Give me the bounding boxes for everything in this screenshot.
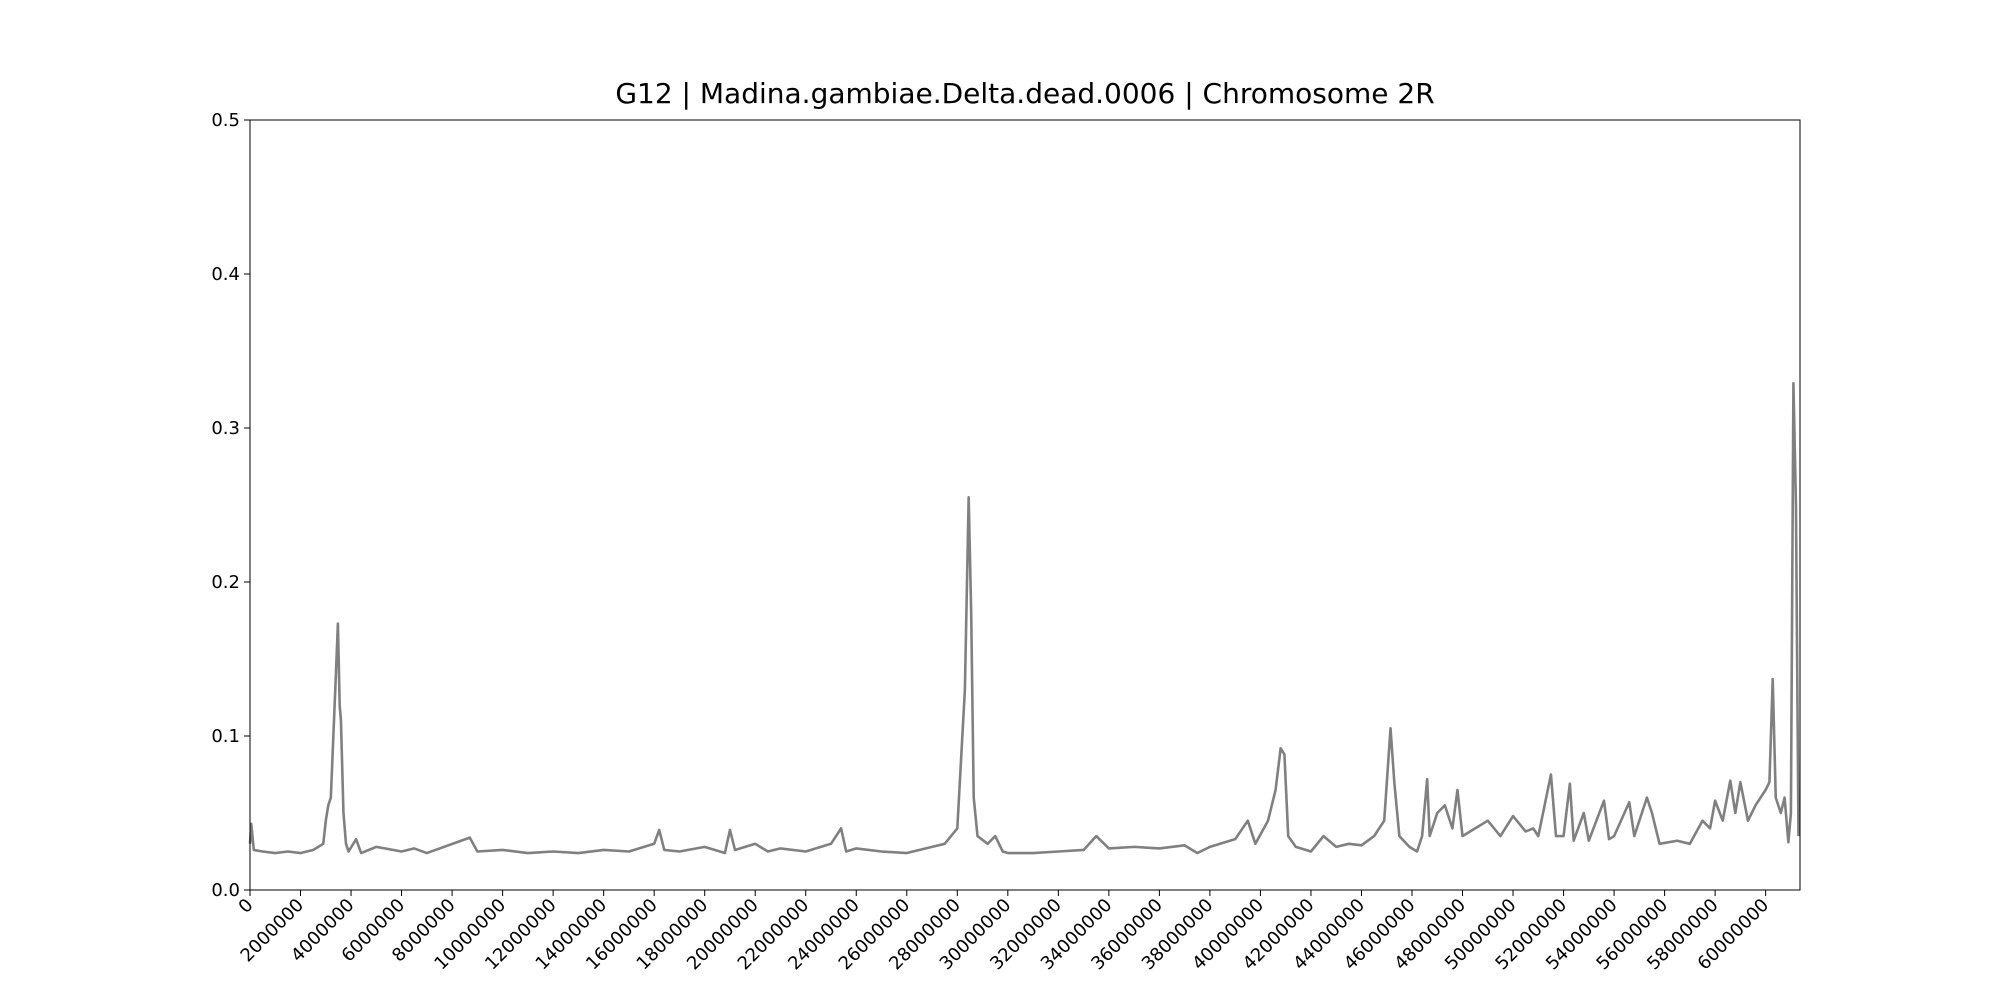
y-tick-label: 0.3: [211, 418, 240, 439]
plot-frame: [249, 119, 1801, 891]
x-tick-label: 0: [235, 895, 258, 918]
y-tick-label: 0.4: [211, 264, 240, 285]
y-tick-label: 0.0: [211, 880, 240, 901]
y-tick-label: 0.2: [211, 572, 240, 593]
y-tick-label: 0.1: [211, 726, 240, 747]
data-line: [248, 382, 1800, 855]
y-tick-label: 0.5: [211, 110, 240, 131]
chart-title: G12 | Madina.gambiae.Delta.dead.0006 | C…: [615, 77, 1434, 110]
